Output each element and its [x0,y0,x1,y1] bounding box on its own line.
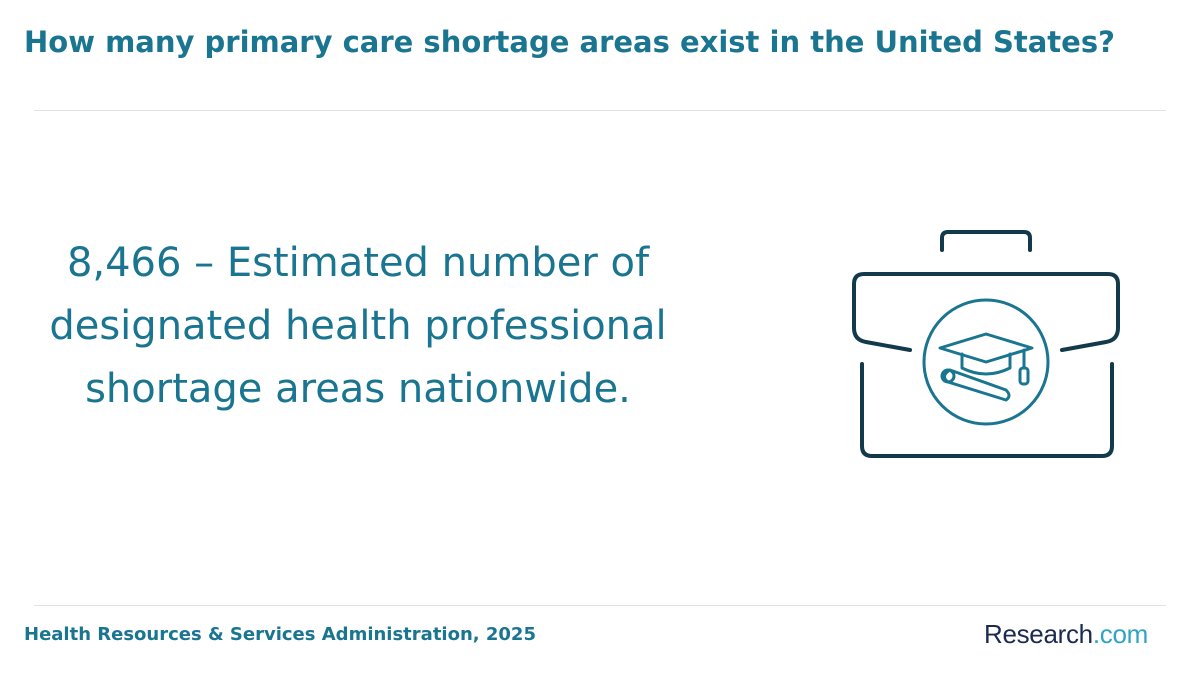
logo: Research.com [984,619,1148,650]
briefcase-icon [852,230,1120,458]
logo-domain: .com [1092,619,1148,649]
source: Health Resources & Services Administrati… [24,624,536,645]
page-title: How many primary care shortage areas exi… [24,25,1115,59]
logo-text: Research [983,619,1093,649]
divider [34,605,1166,606]
divider [34,110,1166,111]
statement: 8,466 – Estimated number of designated h… [49,240,667,412]
